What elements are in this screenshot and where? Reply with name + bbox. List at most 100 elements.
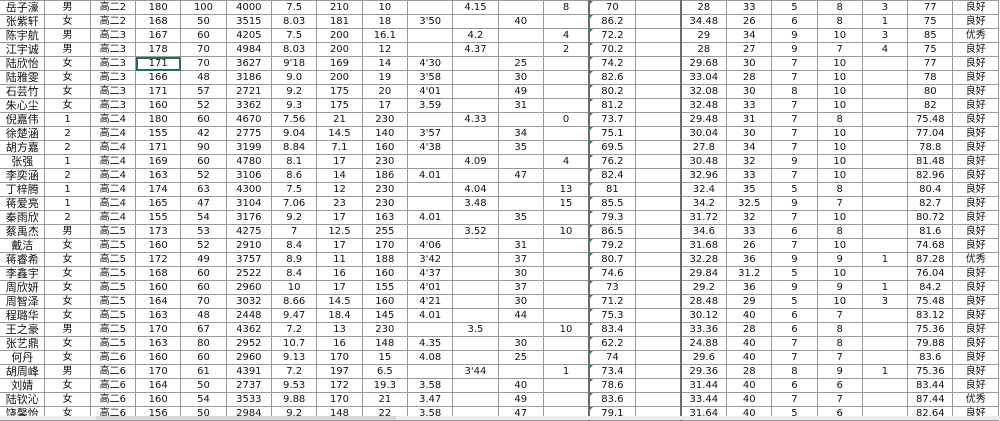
cell[interactable]: 优秀: [952, 28, 999, 43]
cell[interactable]: 160: [135, 350, 182, 365]
cell[interactable]: 31: [497, 238, 544, 253]
cell[interactable]: 34: [497, 126, 544, 141]
cell[interactable]: 7.2: [270, 364, 318, 379]
cell[interactable]: 49: [497, 392, 544, 407]
cell[interactable]: 男: [44, 28, 91, 43]
cell[interactable]: 高二4: [89, 154, 137, 169]
cell[interactable]: 170: [361, 238, 408, 253]
cell[interactable]: 4205: [225, 28, 273, 43]
cell[interactable]: [634, 322, 682, 337]
cell[interactable]: 87.28: [907, 252, 954, 267]
cell[interactable]: [497, 112, 544, 127]
cell[interactable]: 7: [771, 350, 818, 365]
cell[interactable]: [542, 210, 591, 225]
cell[interactable]: 高二4: [89, 140, 137, 155]
cell[interactable]: 70: [180, 294, 227, 309]
cell-name[interactable]: 王之豪: [0, 322, 46, 337]
cell[interactable]: 29.84: [680, 266, 728, 281]
cell[interactable]: 女: [44, 336, 91, 351]
cell[interactable]: 200: [316, 28, 363, 43]
cell[interactable]: 8.03: [270, 14, 318, 29]
cell-name[interactable]: 陈宇航: [0, 28, 46, 43]
cell[interactable]: 29.2: [680, 280, 728, 295]
cell[interactable]: 女: [44, 14, 91, 29]
cell[interactable]: 79.3: [588, 210, 636, 225]
cell[interactable]: 4: [542, 28, 591, 43]
cell[interactable]: 7: [816, 42, 863, 57]
cell[interactable]: 2721: [225, 84, 273, 99]
cell[interactable]: 良好: [952, 168, 999, 183]
cell[interactable]: [634, 266, 682, 281]
cell[interactable]: 57: [180, 84, 227, 99]
cell[interactable]: 7: [771, 98, 818, 113]
cell[interactable]: 33: [726, 168, 773, 183]
cell[interactable]: [634, 238, 682, 253]
cell[interactable]: [861, 182, 909, 197]
cell[interactable]: 9.3: [270, 98, 318, 113]
cell[interactable]: 75.3: [588, 308, 636, 323]
cell[interactable]: 31: [497, 98, 544, 113]
cell[interactable]: 163: [135, 168, 182, 183]
cell[interactable]: [861, 70, 909, 85]
cell-name[interactable]: 胡方嘉: [0, 140, 46, 155]
cell[interactable]: 2960: [225, 350, 273, 365]
cell[interactable]: 70: [180, 42, 227, 57]
cell[interactable]: 30: [726, 84, 773, 99]
cell[interactable]: 7: [270, 224, 318, 239]
cell[interactable]: 7: [771, 336, 818, 351]
cell[interactable]: 10.7: [270, 336, 318, 351]
cell[interactable]: 81.48: [907, 154, 954, 169]
cell[interactable]: 8.03: [270, 42, 318, 57]
cell[interactable]: 54: [180, 392, 227, 407]
cell[interactable]: 良好: [952, 56, 999, 71]
cell[interactable]: 7: [771, 126, 818, 141]
cell[interactable]: 良好: [952, 126, 999, 141]
cell-name[interactable]: 蔡禹杰: [0, 224, 46, 239]
cell[interactable]: 48: [180, 308, 227, 323]
cell[interactable]: 8: [816, 182, 863, 197]
cell[interactable]: 86.5: [588, 224, 636, 239]
cell[interactable]: 12: [361, 42, 408, 57]
cell[interactable]: [542, 70, 591, 85]
cell[interactable]: 82.4: [588, 168, 636, 183]
cell[interactable]: 14.5: [316, 126, 363, 141]
cell[interactable]: 4.09: [452, 154, 499, 169]
cell[interactable]: 60: [180, 28, 227, 43]
cell[interactable]: 3186: [225, 70, 273, 85]
cell[interactable]: [452, 56, 499, 71]
cell[interactable]: 77.04: [907, 126, 954, 141]
cell[interactable]: 24.88: [680, 336, 728, 351]
cell[interactable]: 90: [180, 140, 227, 155]
cell[interactable]: 1: [44, 182, 91, 197]
cell[interactable]: 17: [316, 154, 363, 169]
cell[interactable]: 32: [726, 210, 773, 225]
cell-name[interactable]: 秦雨欣: [0, 210, 46, 225]
cell[interactable]: 6: [771, 322, 818, 337]
cell[interactable]: [542, 140, 591, 155]
cell[interactable]: 8.1: [270, 154, 318, 169]
cell[interactable]: 3'44: [452, 364, 499, 379]
cell[interactable]: [861, 350, 909, 365]
cell[interactable]: 63: [180, 182, 227, 197]
cell[interactable]: 2: [542, 42, 591, 57]
cell[interactable]: 25: [497, 350, 544, 365]
cell[interactable]: 良好: [952, 336, 999, 351]
cell[interactable]: 81.6: [907, 224, 954, 239]
cell[interactable]: 230: [361, 154, 408, 169]
cell[interactable]: 31.72: [680, 210, 728, 225]
cell[interactable]: 230: [361, 196, 408, 211]
cell[interactable]: 170: [316, 350, 363, 365]
cell[interactable]: 21: [316, 112, 363, 127]
cell[interactable]: 8.4: [270, 266, 318, 281]
cell[interactable]: 31: [726, 112, 773, 127]
cell[interactable]: 10: [816, 266, 863, 281]
cell[interactable]: 良好: [952, 294, 999, 309]
cell[interactable]: 19.3: [361, 378, 408, 393]
cell[interactable]: 9: [816, 252, 863, 267]
cell[interactable]: [861, 98, 909, 113]
cell[interactable]: 16: [316, 266, 363, 281]
cell[interactable]: 170: [135, 322, 182, 337]
cell[interactable]: 8: [816, 224, 863, 239]
cell[interactable]: [634, 336, 682, 351]
cell[interactable]: 30.04: [680, 126, 728, 141]
